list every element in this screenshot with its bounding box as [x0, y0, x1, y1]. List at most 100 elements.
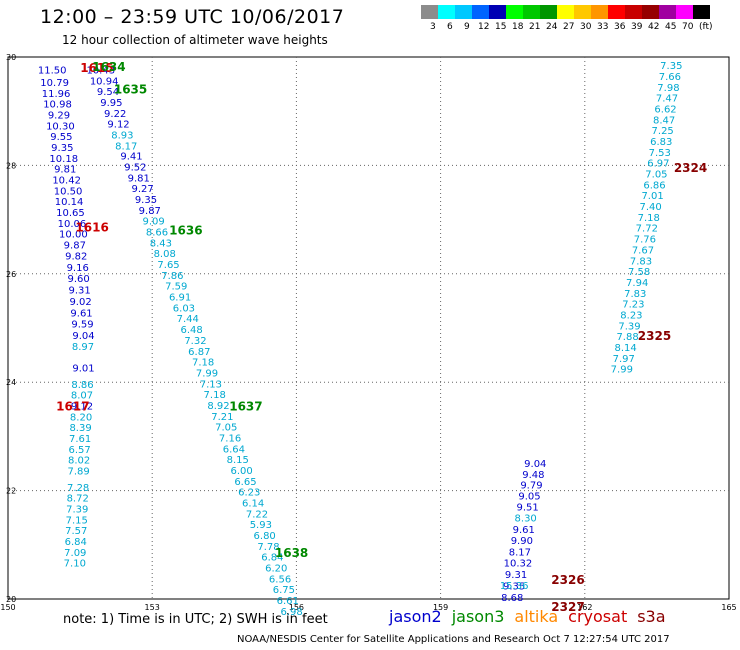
- wave-height-label-jason2: 10.94: [90, 76, 119, 87]
- pass-annotation: 2327: [551, 600, 584, 614]
- color-swatch: [659, 5, 676, 19]
- wave-height-label-jason2: 9.35: [503, 581, 525, 592]
- wave-height-label-jason2: 9.04: [72, 331, 94, 342]
- wave-height-label-jason2: 10.32: [504, 559, 533, 570]
- wave-height-label-jason2: 10.00: [59, 230, 88, 241]
- wave-height-label-jason3: 7.09: [64, 548, 86, 559]
- wave-height-label-jason3: 6.91: [169, 293, 191, 304]
- wave-height-label-jason3: 7.99: [611, 365, 633, 376]
- satellite-legend: jason2 jason3 altika cryosat s3a: [389, 607, 676, 626]
- color-swatch: [591, 5, 608, 19]
- wave-height-label-jason2: 9.87: [64, 241, 86, 252]
- wave-height-label-jason2: 9.31: [505, 570, 527, 581]
- wave-height-label-jason3: 8.72: [67, 494, 89, 505]
- pass-annotation: 1635: [114, 83, 147, 97]
- wave-height-label-jason3: 7.18: [192, 358, 214, 369]
- pass-annotation: 1637: [229, 400, 262, 414]
- wave-height-label-jason2: 10.98: [43, 100, 72, 111]
- y-tick-label: 26: [6, 270, 16, 279]
- wave-height-label-jason3: 8.17: [115, 141, 137, 152]
- legend-item-altika: altika: [514, 607, 559, 626]
- wave-height-label-jason2: 9.59: [71, 320, 93, 331]
- wave-height-label-jason3: 7.32: [184, 336, 206, 347]
- wave-height-label-jason3: 7.39: [618, 321, 640, 332]
- y-tick-label: 24: [6, 378, 16, 387]
- wave-height-label-jason3: 7.23: [622, 300, 644, 311]
- color-scale-label: (ft): [699, 22, 713, 32]
- wave-height-label-jason3: 7.44: [177, 314, 199, 325]
- wave-height-label-jason3: 8.30: [515, 514, 537, 525]
- wave-height-label-jason3: 8.08: [154, 249, 176, 260]
- wave-height-label-jason2: 10.65: [56, 208, 85, 219]
- wave-height-label-jason3: 7.72: [636, 224, 658, 235]
- color-swatch: [540, 5, 557, 19]
- wave-height-label-jason3: 6.84: [261, 553, 283, 564]
- wave-height-label-jason3: 7.65: [157, 260, 179, 271]
- color-swatch: [523, 5, 540, 19]
- wave-height-label-jason3: 7.16: [219, 433, 241, 444]
- wave-height-label-jason3: 6.87: [188, 347, 210, 358]
- wave-height-label-jason2: 9.35: [135, 195, 157, 206]
- wave-height-label-jason3: 7.57: [65, 526, 87, 537]
- wave-height-label-jason3: 7.83: [630, 256, 652, 267]
- wave-height-label-jason2: 9.05: [518, 491, 540, 502]
- pass-annotation: 1616: [75, 221, 108, 235]
- wave-height-label-jason2: 9.02: [69, 297, 91, 308]
- wave-height-label-jason3: 8.43: [150, 238, 172, 249]
- wave-height-label-jason2: 11.50: [38, 65, 67, 76]
- wave-height-label-jason3: 7.67: [632, 245, 654, 256]
- wave-height-label-jason3: 8.92: [207, 401, 229, 412]
- wave-height-label-jason3: 7.97: [613, 354, 635, 365]
- chart-subtitle: 12 hour collection of altimeter wave hei…: [62, 33, 328, 47]
- wave-height-label-jason3: 7.13: [200, 379, 222, 390]
- wave-height-label-jason3: 7.89: [68, 467, 90, 478]
- legend-item-s3a: s3a: [637, 607, 666, 626]
- x-tick-label: 156: [289, 603, 304, 612]
- wave-height-label-jason3: 6.62: [654, 104, 676, 115]
- wave-height-label-jason3: 6.57: [68, 445, 90, 456]
- wave-height-label-jason3: 15.36: [500, 581, 529, 592]
- wave-height-label-jason3: 7.18: [638, 213, 660, 224]
- wave-height-label-jason2: 9.95: [100, 98, 122, 109]
- wave-height-label-jason3: 6.03: [173, 303, 195, 314]
- color-scale-label: 42: [648, 22, 660, 32]
- wave-height-label-jason2: 9.04: [524, 459, 546, 470]
- pass-annotation: 2326: [551, 573, 584, 587]
- wave-height-label-jason3: 7.25: [652, 126, 674, 137]
- wave-height-label-jason3: 8.39: [69, 423, 91, 434]
- legend-item-cryosat: cryosat: [568, 607, 628, 626]
- wave-height-label-jason2: 10.42: [52, 175, 81, 186]
- wave-height-label-jason3: 9.09: [143, 217, 165, 228]
- wave-height-label-jason3: 8.66: [146, 228, 168, 239]
- wave-height-label-jason2: 9.01: [72, 364, 94, 375]
- color-scale-label: 21: [529, 22, 541, 32]
- wave-height-label-jason3: 6.56: [269, 574, 291, 585]
- wave-height-label-jason3: 7.98: [657, 83, 679, 94]
- wave-height-label-jason2: 9.81: [54, 165, 76, 176]
- wave-height-label-jason2: 9.60: [68, 274, 90, 285]
- pass-annotation: 1615: [80, 61, 113, 75]
- pass-annotation: 2324: [674, 161, 707, 175]
- wave-height-label-jason3: 7.18: [204, 390, 226, 401]
- x-tick-label: 165: [721, 603, 736, 612]
- color-scale-label: 45: [665, 22, 677, 32]
- color-scale-label: 36: [614, 22, 626, 32]
- wave-height-label-jason3: 7.15: [66, 515, 88, 526]
- wave-height-label-jason2: 9.41: [120, 152, 142, 163]
- color-swatch: [455, 5, 472, 19]
- wave-height-label-jason3: 8.15: [227, 455, 249, 466]
- y-tick-label: 20: [6, 595, 16, 604]
- pass-annotation: 1636: [169, 223, 202, 237]
- wave-height-label-jason3: 7.58: [628, 267, 650, 278]
- wave-height-label-jason3: 6.23: [238, 488, 260, 499]
- wave-height-label-jason3: 7.10: [64, 559, 86, 570]
- x-tick-label: 159: [433, 603, 448, 612]
- color-swatch: [506, 5, 523, 19]
- wave-height-label-jason2: 9.48: [522, 470, 544, 481]
- wave-height-label-jason3: 7.94: [626, 278, 648, 289]
- wave-height-label-jason2: 10.06: [58, 219, 87, 230]
- color-scale-label: 9: [464, 22, 470, 32]
- wave-height-label-jason3: 8.23: [620, 310, 642, 321]
- wave-height-label-jason3: 7.59: [165, 282, 187, 293]
- color-swatch: [557, 5, 574, 19]
